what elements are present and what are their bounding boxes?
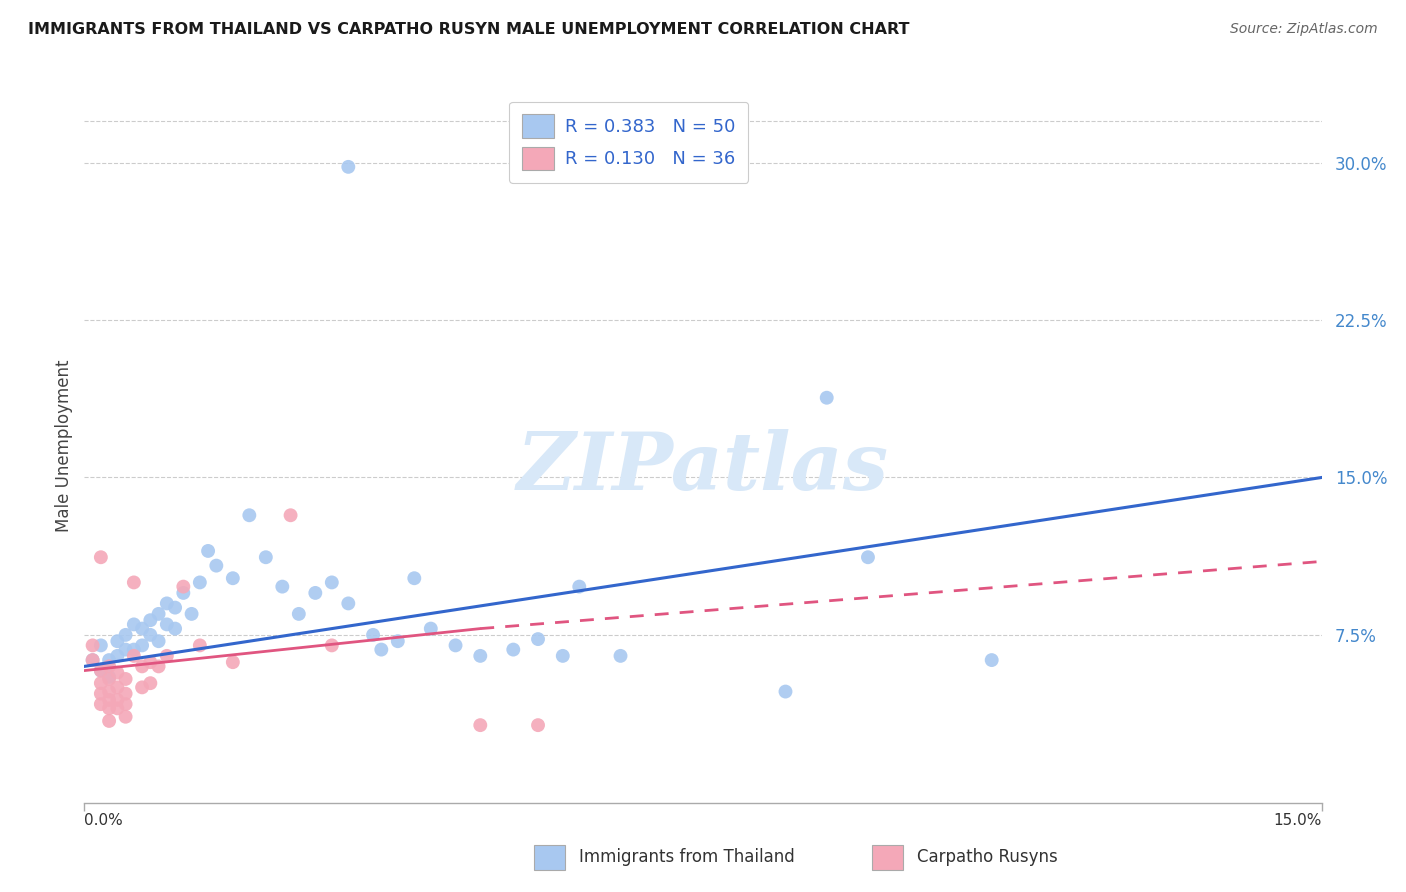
Point <box>238 508 260 523</box>
Point <box>370 642 392 657</box>
Point <box>139 655 162 669</box>
Point <box>90 550 112 565</box>
Point <box>122 617 145 632</box>
Point <box>254 550 277 565</box>
Point <box>280 508 302 523</box>
Point <box>131 681 153 695</box>
Point <box>387 634 409 648</box>
Point <box>82 653 104 667</box>
Point <box>105 634 128 648</box>
Point <box>205 558 228 573</box>
Point <box>82 653 104 667</box>
Point <box>222 655 245 669</box>
Point <box>156 596 179 610</box>
Point <box>90 664 112 678</box>
Point <box>172 586 194 600</box>
Point <box>90 697 112 711</box>
Point <box>139 628 162 642</box>
Point <box>337 596 360 610</box>
Point <box>156 648 179 663</box>
Point <box>90 664 112 678</box>
Point <box>527 718 550 732</box>
Y-axis label: Male Unemployment: Male Unemployment <box>55 359 73 533</box>
Point <box>172 580 194 594</box>
Point <box>815 391 838 405</box>
Text: ZIPatlas: ZIPatlas <box>517 429 889 506</box>
Text: 0.0%: 0.0% <box>84 814 124 828</box>
Text: Source: ZipAtlas.com: Source: ZipAtlas.com <box>1230 22 1378 37</box>
Point <box>105 681 128 695</box>
Point <box>337 160 360 174</box>
Point <box>609 648 631 663</box>
Point <box>775 684 797 698</box>
Point <box>105 693 128 707</box>
Point <box>114 642 136 657</box>
Point <box>222 571 245 585</box>
Point <box>82 639 104 653</box>
Point <box>856 550 879 565</box>
Point <box>321 639 343 653</box>
Point <box>321 575 343 590</box>
Point <box>114 697 136 711</box>
Point <box>131 639 153 653</box>
Point <box>114 687 136 701</box>
Point <box>444 639 467 653</box>
Point <box>98 701 121 715</box>
Point <box>980 653 1002 667</box>
Point <box>180 607 202 621</box>
Point <box>90 687 112 701</box>
Point <box>271 580 294 594</box>
Point <box>502 642 524 657</box>
Point <box>139 676 162 690</box>
Text: Carpatho Rusyns: Carpatho Rusyns <box>917 848 1057 866</box>
Point <box>188 575 211 590</box>
Point <box>148 659 170 673</box>
Point <box>90 676 112 690</box>
Point <box>98 659 121 673</box>
Point <box>131 622 153 636</box>
Point <box>98 672 121 686</box>
Point <box>288 607 311 621</box>
Legend: R = 0.383   N = 50, R = 0.130   N = 36: R = 0.383 N = 50, R = 0.130 N = 36 <box>509 102 748 183</box>
Point <box>197 544 219 558</box>
Point <box>404 571 426 585</box>
Text: 15.0%: 15.0% <box>1274 814 1322 828</box>
Point <box>105 701 128 715</box>
Point <box>165 600 187 615</box>
Point <box>188 639 211 653</box>
Point <box>148 634 170 648</box>
Point <box>105 648 128 663</box>
Text: Immigrants from Thailand: Immigrants from Thailand <box>579 848 794 866</box>
Point <box>122 648 145 663</box>
Point <box>114 628 136 642</box>
Point <box>131 659 153 673</box>
Point <box>98 693 121 707</box>
Point <box>156 617 179 632</box>
Point <box>98 670 121 684</box>
Point <box>139 613 162 627</box>
Point <box>527 632 550 646</box>
Point <box>304 586 326 600</box>
Point <box>361 628 384 642</box>
Point <box>114 710 136 724</box>
Point <box>98 684 121 698</box>
Point <box>568 580 591 594</box>
Point <box>165 622 187 636</box>
Point <box>105 665 128 680</box>
Point <box>470 648 492 663</box>
Point <box>551 648 574 663</box>
Point <box>122 642 145 657</box>
Point <box>98 714 121 728</box>
Point <box>470 718 492 732</box>
Point <box>419 622 441 636</box>
Point <box>122 575 145 590</box>
Point <box>90 639 112 653</box>
Text: IMMIGRANTS FROM THAILAND VS CARPATHO RUSYN MALE UNEMPLOYMENT CORRELATION CHART: IMMIGRANTS FROM THAILAND VS CARPATHO RUS… <box>28 22 910 37</box>
Point <box>148 607 170 621</box>
Point <box>114 672 136 686</box>
Point <box>98 653 121 667</box>
